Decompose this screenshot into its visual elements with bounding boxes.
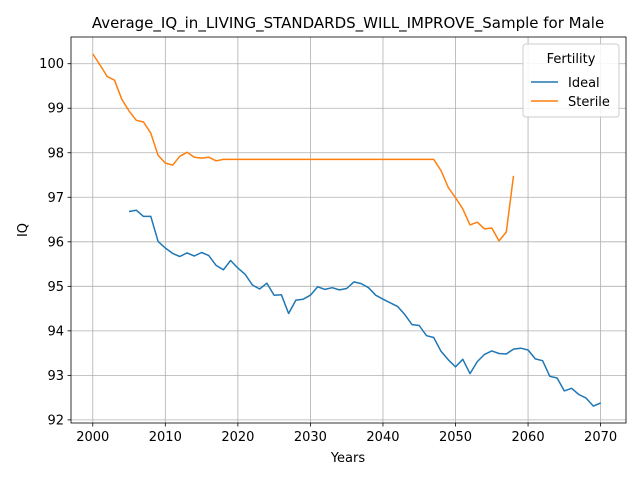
- x-axis: 2000 2010 2020 2030 2040 2050 2060 2070: [76, 423, 617, 445]
- y-tick-label: 92: [47, 413, 64, 428]
- y-tick-label: 93: [47, 369, 64, 384]
- y-axis: 92 93 94 95 96 97 98 99 100: [39, 57, 71, 428]
- legend-box: [522, 43, 620, 118]
- legend: Fertility Ideal Sterile: [522, 43, 620, 118]
- series-line-sterile: [92, 53, 515, 242]
- plot-frame: [70, 36, 627, 424]
- y-tick-label: 99: [47, 102, 64, 117]
- series-line-ideal: [128, 209, 601, 407]
- legend-title: Fertility: [547, 52, 596, 67]
- legend-label-sterile: Sterile: [568, 95, 610, 110]
- chart-title: Average_IQ_in_LIVING_STANDARDS_WILL_IMPR…: [92, 14, 604, 33]
- x-tick-label: 2030: [294, 430, 327, 445]
- x-tick-label: 2020: [221, 430, 254, 445]
- x-tick-label: 2040: [366, 430, 399, 445]
- legend-label-ideal: Ideal: [568, 76, 600, 91]
- y-tick-label: 96: [47, 235, 64, 250]
- y-tick-label: 94: [47, 324, 64, 339]
- x-tick-label: 2010: [149, 430, 182, 445]
- x-tick-label: 2060: [512, 430, 545, 445]
- x-axis-title: Years: [330, 451, 366, 466]
- x-tick-label: 2070: [584, 430, 617, 445]
- x-tick-label: 2050: [439, 430, 472, 445]
- y-tick-label: 97: [47, 191, 64, 206]
- x-tick-label: 2000: [76, 430, 109, 445]
- y-tick-label: 95: [47, 280, 64, 295]
- y-axis-title: IQ: [16, 223, 31, 237]
- series-lines: [92, 53, 601, 407]
- y-tick-label: 98: [47, 146, 64, 161]
- y-tick-label: 100: [39, 57, 64, 72]
